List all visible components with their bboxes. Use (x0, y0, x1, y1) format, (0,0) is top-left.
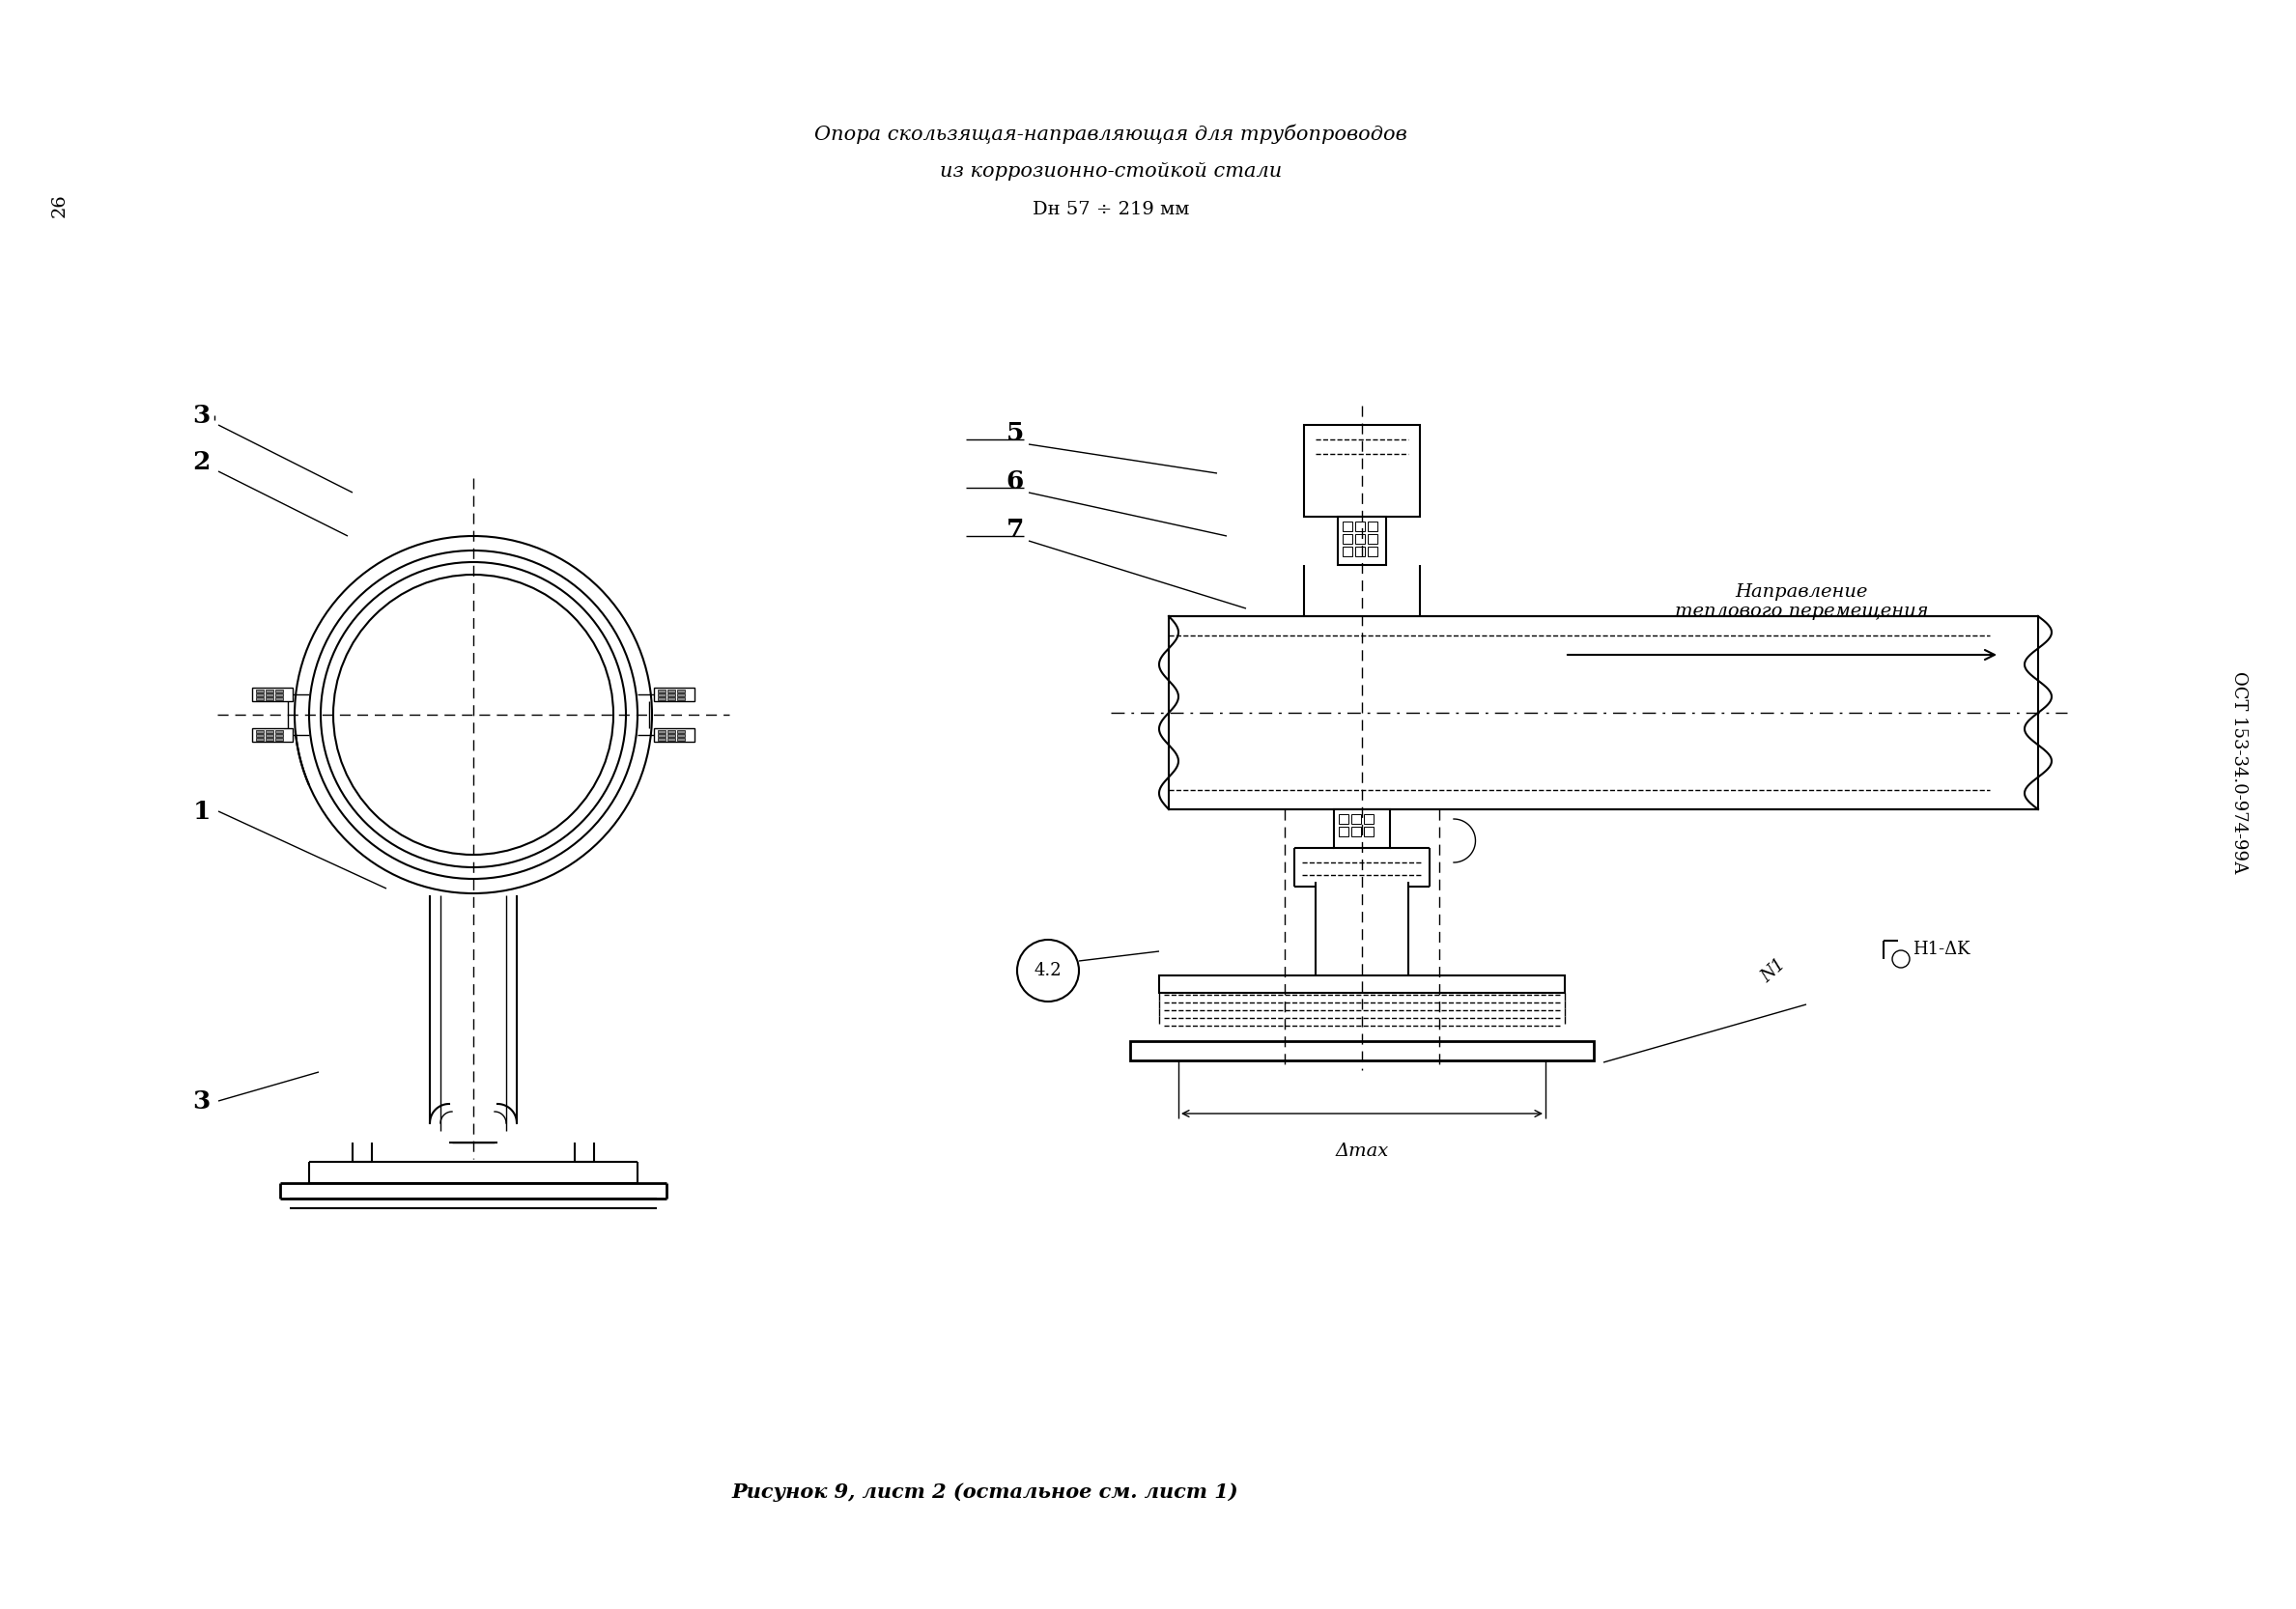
Bar (255, 730, 264, 734)
Text: 6: 6 (1006, 468, 1024, 492)
Bar (677, 697, 684, 700)
Bar (1334, 809, 1389, 848)
Bar (657, 697, 666, 700)
Bar (253, 687, 292, 702)
Bar (657, 734, 666, 737)
Bar (1368, 547, 1378, 557)
Bar (255, 739, 264, 740)
Bar (1364, 814, 1373, 824)
Bar (657, 739, 666, 740)
Bar (255, 734, 264, 737)
Bar (266, 690, 273, 692)
Bar (668, 734, 675, 737)
Bar (668, 693, 675, 697)
Text: Направление
теплового перемещения: Направление теплового перемещения (1674, 582, 1929, 621)
Bar (654, 687, 693, 702)
Text: 7: 7 (1006, 516, 1024, 541)
Bar (266, 730, 273, 734)
Bar (1159, 975, 1566, 993)
Bar (276, 690, 282, 692)
Bar (255, 697, 264, 700)
Text: Δmax: Δmax (1336, 1142, 1389, 1160)
Bar (276, 693, 282, 697)
Text: Dн 57 ÷ 219 мм: Dн 57 ÷ 219 мм (1033, 201, 1189, 219)
Bar (668, 739, 675, 740)
Bar (276, 730, 282, 734)
Bar (668, 730, 675, 734)
Bar (1339, 827, 1348, 837)
Text: H1-ΔK: H1-ΔK (1913, 941, 1970, 957)
Bar (266, 697, 273, 700)
Text: ОСТ 153-34.0-974-99А: ОСТ 153-34.0-974-99А (2229, 671, 2248, 874)
Bar (657, 730, 666, 734)
Bar (266, 739, 273, 740)
Bar (657, 693, 666, 697)
Bar (266, 734, 273, 737)
Bar (266, 693, 273, 697)
Bar (668, 697, 675, 700)
Bar (1364, 827, 1373, 837)
Bar (668, 690, 675, 692)
Text: 5: 5 (1006, 420, 1024, 444)
Bar (677, 739, 684, 740)
Text: 1: 1 (193, 800, 211, 824)
Bar (276, 739, 282, 740)
Bar (1368, 521, 1378, 531)
Bar (654, 729, 693, 742)
Bar (1304, 425, 1419, 516)
Bar (276, 697, 282, 700)
Text: Рисунок 9, лист 2 (остальное см. лист 1): Рисунок 9, лист 2 (остальное см. лист 1) (732, 1482, 1238, 1501)
Text: 3: 3 (193, 1089, 211, 1113)
Bar (1352, 814, 1362, 824)
Text: 4.2: 4.2 (1033, 962, 1061, 980)
Bar (1355, 534, 1364, 544)
Bar (255, 693, 264, 697)
Bar (1339, 516, 1387, 565)
Text: 26: 26 (51, 193, 69, 217)
Bar (677, 734, 684, 737)
Bar (1355, 547, 1364, 557)
Bar (1343, 521, 1352, 531)
Bar (1368, 534, 1378, 544)
Bar (1130, 1041, 1593, 1060)
Bar (253, 729, 292, 742)
Bar (276, 734, 282, 737)
Bar (1343, 534, 1352, 544)
Text: из коррозионно-стойкой стали: из коррозионно-стойкой стали (939, 163, 1281, 180)
Bar (1352, 827, 1362, 837)
Bar (657, 690, 666, 692)
Bar (677, 690, 684, 692)
Bar (1339, 814, 1348, 824)
Bar (677, 730, 684, 734)
Text: 2: 2 (193, 449, 211, 473)
Text: 3: 3 (193, 404, 211, 428)
Bar (1343, 547, 1352, 557)
Bar (1355, 521, 1364, 531)
Bar (255, 690, 264, 692)
Text: Опора скользящая-направляющая для трубопроводов: Опора скользящая-направляющая для трубоп… (815, 124, 1407, 143)
Bar (1169, 616, 2039, 809)
Bar (677, 693, 684, 697)
Text: N1: N1 (1759, 956, 1789, 986)
